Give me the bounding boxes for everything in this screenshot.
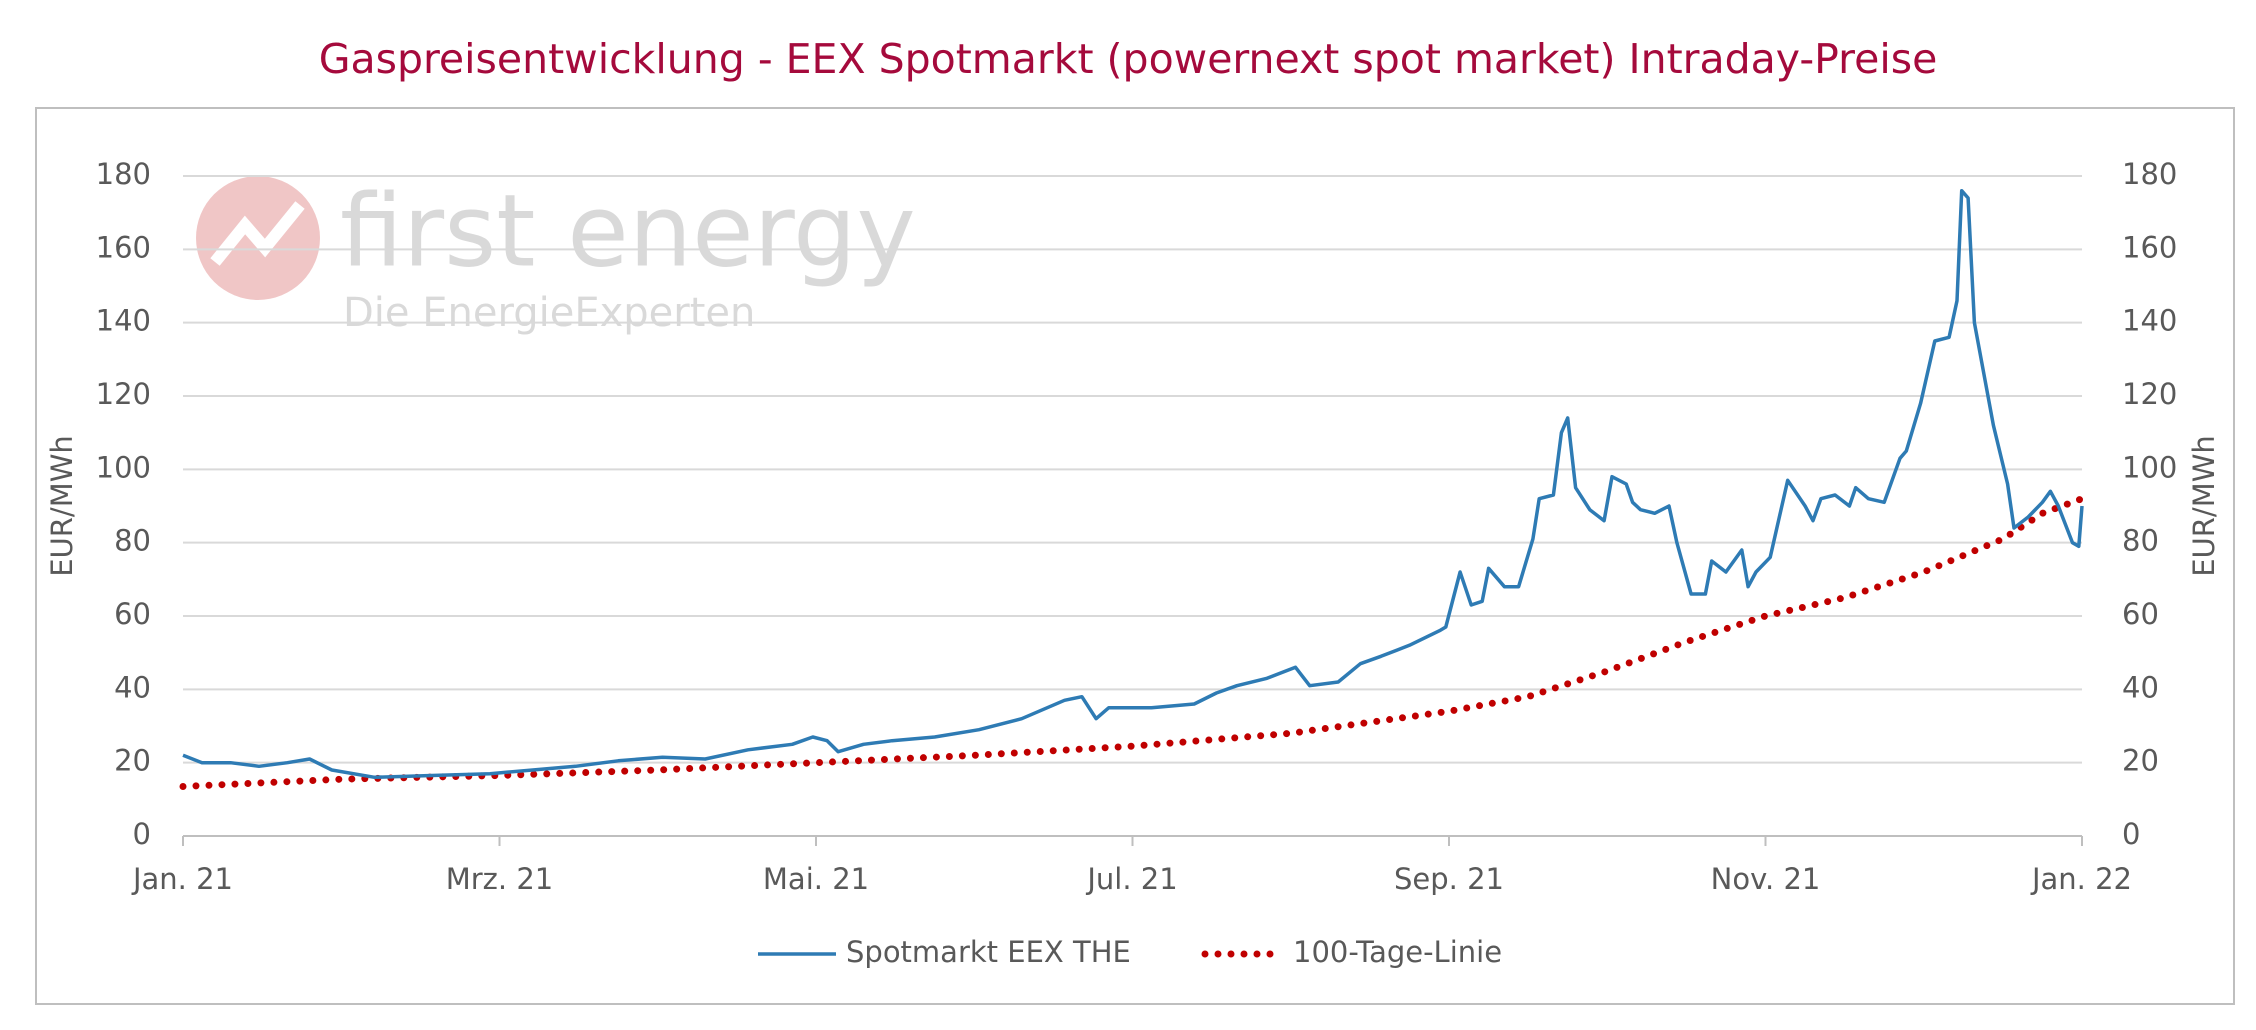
y-tick-label: 140	[96, 304, 151, 338]
watermark-brand: first energy	[340, 172, 916, 289]
y2-tick-label: 120	[2122, 377, 2177, 411]
watermark-logo-arrow	[210, 201, 305, 266]
series-line	[179, 495, 2086, 790]
x-tick-label: Jul. 21	[1085, 862, 1177, 896]
y2-tick-label: 40	[2122, 670, 2159, 704]
y-tick-label: 20	[114, 744, 151, 778]
watermark: first energy Die EnergieExperten	[196, 172, 916, 336]
y2-tick-label: 20	[2122, 744, 2159, 778]
x-tick-label: Mrz. 21	[446, 862, 554, 896]
legend-label: Spotmarkt EEX THE	[846, 935, 1131, 969]
watermark-logo	[196, 176, 320, 300]
y2-tick-label: 160	[2122, 230, 2177, 264]
y-axis-title: EUR/MWh	[45, 435, 79, 577]
y-tick-label: 180	[96, 157, 151, 191]
x-tick-label: Jan. 21	[131, 862, 233, 896]
watermark-tagline: Die EnergieExperten	[343, 290, 755, 336]
chart-frame	[35, 107, 2235, 1005]
series-line	[182, 188, 2084, 780]
x-tick-label: Jan. 22	[2030, 862, 2132, 896]
y2-tick-label: 0	[2122, 817, 2140, 851]
y-tick-label: 120	[96, 377, 151, 411]
y-tick-label: 0	[133, 817, 151, 851]
x-tick-label: Sep. 21	[1394, 862, 1504, 896]
y2-tick-label: 80	[2122, 524, 2159, 558]
x-tick-label: Nov. 21	[1711, 862, 1821, 896]
y2-tick-label: 140	[2122, 304, 2177, 338]
y-tick-label: 160	[96, 230, 151, 264]
legend-label: 100-Tage-Linie	[1293, 935, 1502, 969]
y-tick-label: 40	[114, 670, 151, 704]
y2-axis-title: EUR/MWh	[2187, 435, 2221, 577]
y2-tick-label: 180	[2122, 157, 2177, 191]
y2-tick-label: 60	[2122, 597, 2159, 631]
x-tick-label: Mai. 21	[763, 862, 869, 896]
chart-title: Gaspreisentwicklung - EEX Spotmarkt (pow…	[319, 35, 1938, 83]
y-tick-label: 100	[96, 450, 151, 484]
y-tick-label: 80	[114, 524, 151, 558]
y2-tick-label: 100	[2122, 450, 2177, 484]
y-tick-label: 60	[114, 597, 151, 631]
